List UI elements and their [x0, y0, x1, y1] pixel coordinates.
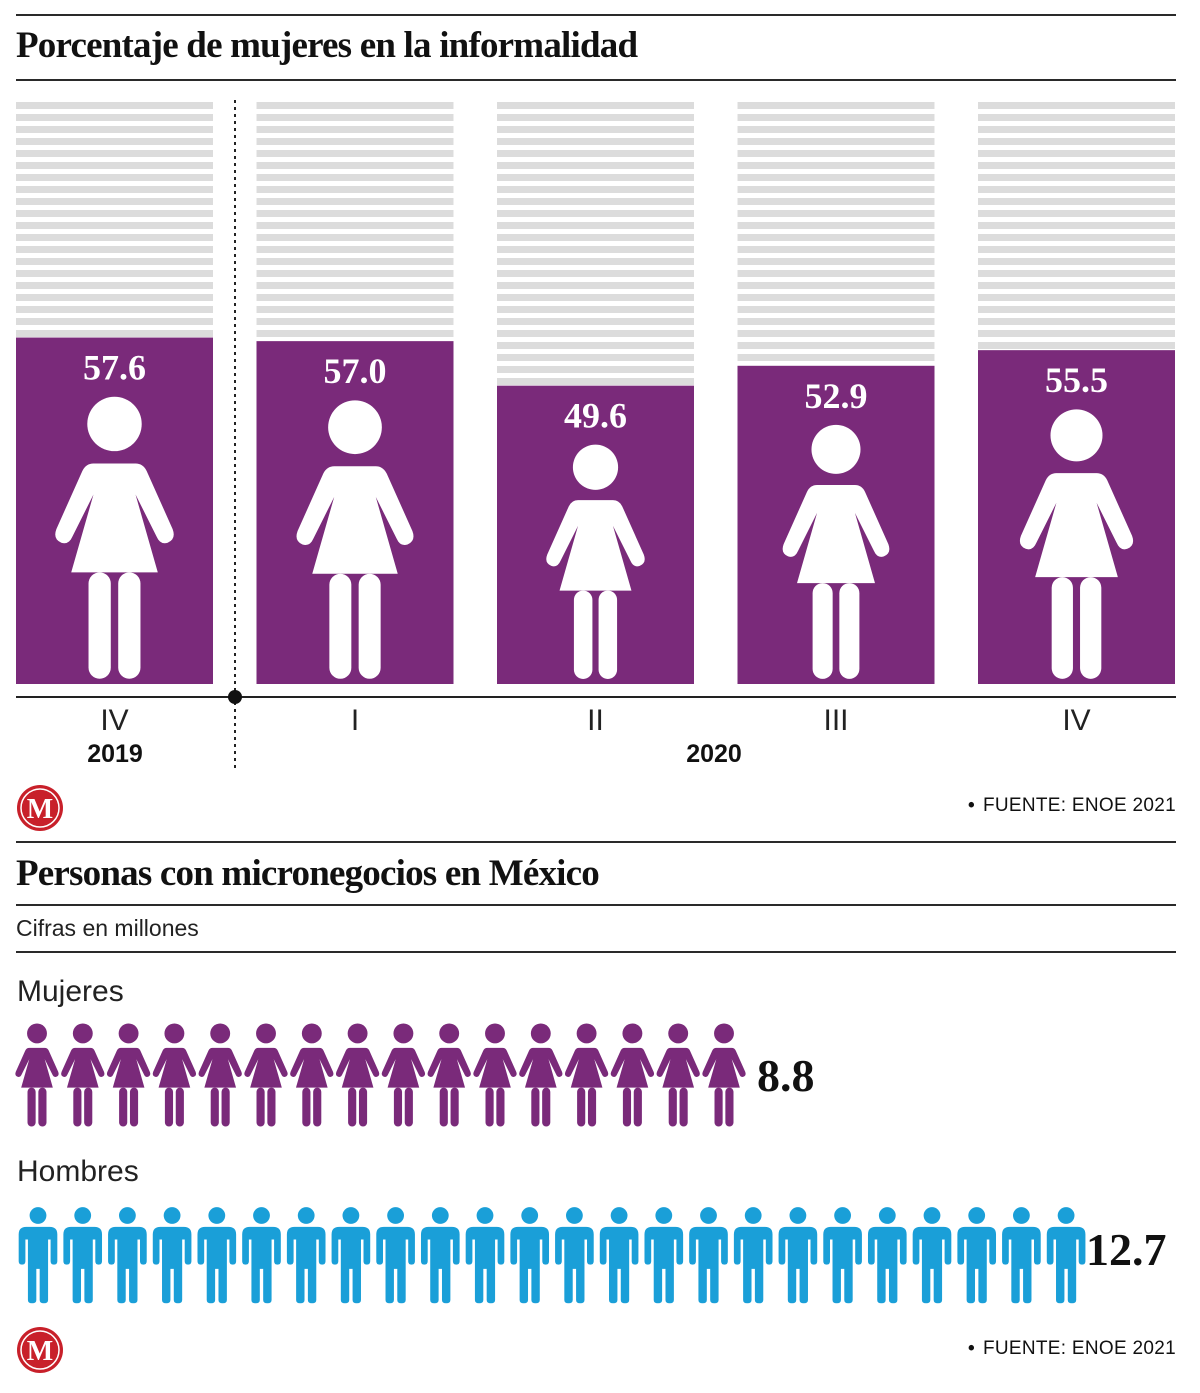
man-icon [912, 1207, 952, 1304]
man-icon [420, 1207, 460, 1304]
mujeres-icons [15, 1023, 746, 1127]
man-icon [18, 1207, 58, 1304]
hombres-icons [18, 1207, 1086, 1304]
value-label-hombres: 12.7 [1086, 1224, 1167, 1275]
man-icon [733, 1207, 773, 1304]
source-text-1: FUENTE: ENOE 2021 [982, 795, 1176, 816]
man-icon [242, 1207, 281, 1304]
logo-letter: M [27, 794, 53, 825]
x-tick-label: IV [100, 704, 128, 737]
year-label-2019: 2019 [87, 740, 143, 768]
title-rule [16, 79, 1176, 81]
man-icon [376, 1207, 415, 1304]
woman-icon [610, 1023, 655, 1127]
x-tick-label: II [587, 704, 604, 737]
bar-value-label: 57.0 [324, 351, 387, 391]
man-icon [823, 1207, 862, 1304]
series-label-mujeres: Mujeres [17, 975, 124, 1008]
x-tick-label: III [823, 704, 848, 737]
section2-title-rule [16, 904, 1176, 906]
bar-value-label: 55.5 [1045, 360, 1108, 400]
man-icon [63, 1207, 103, 1304]
milenio-logo: M [17, 785, 63, 831]
ticks-layer: IV I II III IV [100, 704, 1090, 737]
series-label-hombres: Hombres [17, 1155, 139, 1188]
year-divider-dot [228, 690, 242, 704]
chart-title-informalidad: Porcentaje de mujeres en la informalidad [16, 25, 638, 66]
woman-icon [15, 1023, 59, 1127]
man-icon [867, 1207, 907, 1304]
chart-title-micronegocios: Personas con micronegocios en México [16, 853, 600, 894]
woman-icon [473, 1023, 517, 1127]
man-icon [957, 1207, 997, 1304]
source-note-1: • FUENTE: ENOE 2021 [967, 795, 1176, 816]
bar-background [256, 100, 454, 342]
woman-icon [106, 1023, 151, 1127]
source-note-2: • FUENTE: ENOE 2021 [967, 1338, 1176, 1359]
man-icon [644, 1207, 684, 1304]
man-icon [1046, 1207, 1086, 1304]
bar-background [737, 100, 935, 366]
section2-subtitle-rule [16, 951, 1176, 953]
man-icon [689, 1207, 728, 1304]
bar-background [978, 100, 1175, 351]
logo-letter-bottom: M [27, 1336, 53, 1367]
man-icon [331, 1207, 371, 1304]
woman-icon [61, 1023, 105, 1127]
bar-background [16, 100, 213, 338]
man-icon [555, 1207, 594, 1304]
woman-icon [244, 1023, 288, 1127]
woman-icon [152, 1023, 197, 1127]
man-icon [108, 1207, 147, 1304]
x-tick-label: IV [1062, 704, 1090, 737]
woman-icon [564, 1023, 609, 1127]
man-icon [465, 1207, 505, 1304]
man-icon [510, 1207, 550, 1304]
woman-icon [198, 1023, 242, 1127]
man-icon [599, 1207, 639, 1304]
pictogram-hombres: 12.7 [18, 1207, 1167, 1304]
source-text-2: FUENTE: ENOE 2021 [982, 1338, 1176, 1359]
woman-icon [702, 1023, 746, 1127]
informalidad-bar-chart: 57.6 57.049.6 52.9 55.5 IV I II III IV 2019 202… [16, 100, 1176, 772]
woman-icon [656, 1023, 700, 1127]
bar-value-label: 57.6 [83, 348, 146, 388]
woman-icon [335, 1023, 380, 1127]
man-icon [778, 1207, 818, 1304]
bar-background [497, 100, 694, 386]
milenio-logo-bottom: M [17, 1327, 63, 1373]
man-icon [152, 1207, 192, 1304]
woman-icon [427, 1023, 471, 1127]
pictogram-mujeres: 8.8 [15, 1023, 815, 1127]
woman-icon [381, 1023, 426, 1127]
woman-icon [519, 1023, 563, 1127]
man-icon [286, 1207, 326, 1304]
chart-subtitle-micronegocios: Cifras en millones [16, 915, 199, 941]
man-icon [197, 1207, 237, 1304]
x-tick-label: I [351, 704, 359, 737]
bars-layer: 57.6 57.0 49.6 52.9 55.5 [16, 100, 1175, 684]
section2-top-rule [16, 841, 1176, 843]
man-icon [1002, 1207, 1041, 1304]
bar-value-label: 49.6 [564, 396, 627, 436]
bar-value-label: 52.9 [805, 376, 868, 416]
value-label-mujeres: 8.8 [757, 1050, 815, 1101]
top-rule [16, 14, 1176, 16]
woman-icon [290, 1023, 334, 1127]
year-label-2020: 2020 [686, 740, 742, 768]
